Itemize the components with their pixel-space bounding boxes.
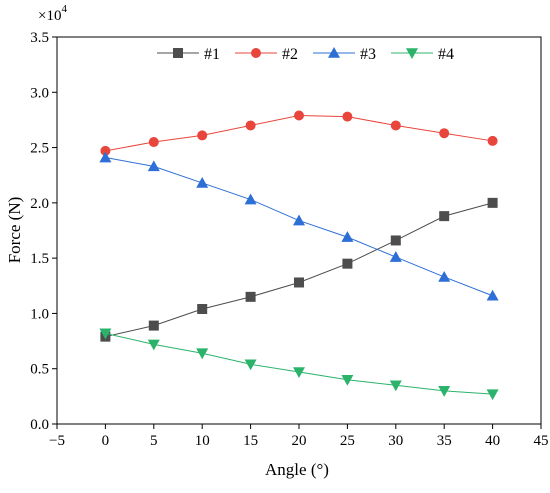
- legend: #1 #2 #3 #4: [157, 46, 454, 63]
- data-point: [244, 193, 257, 205]
- y-tick-label: 0.5: [30, 362, 49, 378]
- y-axis-title: Force (N): [5, 197, 24, 264]
- data-point: [389, 380, 402, 392]
- plot-frame: [56, 36, 542, 425]
- y-tick-label: 2.5: [30, 141, 49, 157]
- data-point: [342, 258, 353, 269]
- y-tick-label: 1.5: [30, 251, 49, 267]
- data-point: [389, 251, 402, 262]
- data-point: [438, 270, 451, 282]
- data-point: [196, 176, 209, 188]
- data-point: [294, 110, 304, 121]
- plot-series: [99, 110, 499, 401]
- data-point: [341, 374, 354, 386]
- x-tick-label: 5: [150, 433, 158, 449]
- legend-label: #3: [360, 46, 376, 63]
- y-multiplier-exponent: 4: [61, 3, 67, 15]
- x-tick-label: 35: [437, 433, 452, 449]
- x-tick-label: 30: [388, 433, 403, 449]
- data-point: [486, 389, 499, 401]
- data-point: [293, 367, 305, 379]
- data-point: [438, 386, 451, 397]
- data-point: [439, 128, 450, 139]
- x-tick-label: 25: [340, 433, 355, 449]
- x-tick-label: 40: [485, 433, 500, 449]
- data-point: [148, 320, 159, 331]
- data-point: [244, 359, 257, 371]
- data-point: [487, 197, 498, 208]
- series-4: [99, 328, 499, 401]
- data-point: [99, 328, 112, 340]
- legend-marker: [406, 48, 418, 59]
- legend-item: #3: [313, 46, 376, 63]
- legend-marker: [328, 47, 340, 58]
- legend-item: #2: [235, 46, 298, 63]
- legend-item: #1: [157, 46, 220, 63]
- data-point: [439, 211, 450, 222]
- x-tick-label: −5: [49, 433, 65, 449]
- data-point: [196, 348, 209, 360]
- data-point: [390, 120, 401, 131]
- x-tick-label: 10: [195, 433, 210, 449]
- series-3: [99, 151, 499, 301]
- data-point: [147, 160, 160, 172]
- data-point: [293, 214, 305, 226]
- data-point: [245, 120, 256, 131]
- data-point: [390, 235, 401, 246]
- x-tick-label: 15: [243, 433, 258, 449]
- data-point: [342, 111, 353, 122]
- series-line: [105, 157, 493, 297]
- axes: −5 0 5 10 15 20 25 30 35 40 45 0.0 0.5 1.0 1.5 2.0 2.5 3.…: [30, 30, 548, 449]
- data-point: [245, 291, 256, 302]
- data-point: [486, 289, 499, 301]
- legend-item: #4: [391, 46, 454, 63]
- legend-label: #1: [204, 46, 220, 63]
- y-tick-label: 0.0: [30, 417, 49, 433]
- series-line: [105, 115, 493, 152]
- x-axis-title: Angle (°): [265, 460, 329, 479]
- y-tick-label: 1.0: [30, 306, 49, 322]
- x-tick-label: 45: [534, 433, 549, 449]
- x-tick-label: 20: [292, 433, 307, 449]
- y-tick-label: 2.0: [30, 196, 49, 212]
- y-multiplier-base: ×10: [38, 8, 61, 24]
- data-point: [487, 135, 498, 146]
- y-tick-label: 3.0: [30, 85, 49, 101]
- data-point: [147, 339, 160, 351]
- x-tick-label: 0: [102, 433, 110, 449]
- data-point: [148, 137, 159, 148]
- legend-marker: [173, 48, 183, 58]
- data-point: [100, 145, 111, 156]
- legend-marker: [251, 48, 261, 58]
- series-line: [105, 332, 493, 395]
- legend-label: #2: [282, 46, 298, 63]
- data-point: [197, 130, 208, 141]
- y-axis-multiplier: ×104: [38, 3, 67, 24]
- data-point: [341, 231, 354, 242]
- data-point: [197, 304, 208, 315]
- legend-label: #4: [438, 46, 454, 63]
- data-point: [294, 277, 304, 288]
- series-2: [100, 110, 498, 156]
- y-tick-label: 3.5: [30, 30, 49, 46]
- data-point: [99, 151, 112, 163]
